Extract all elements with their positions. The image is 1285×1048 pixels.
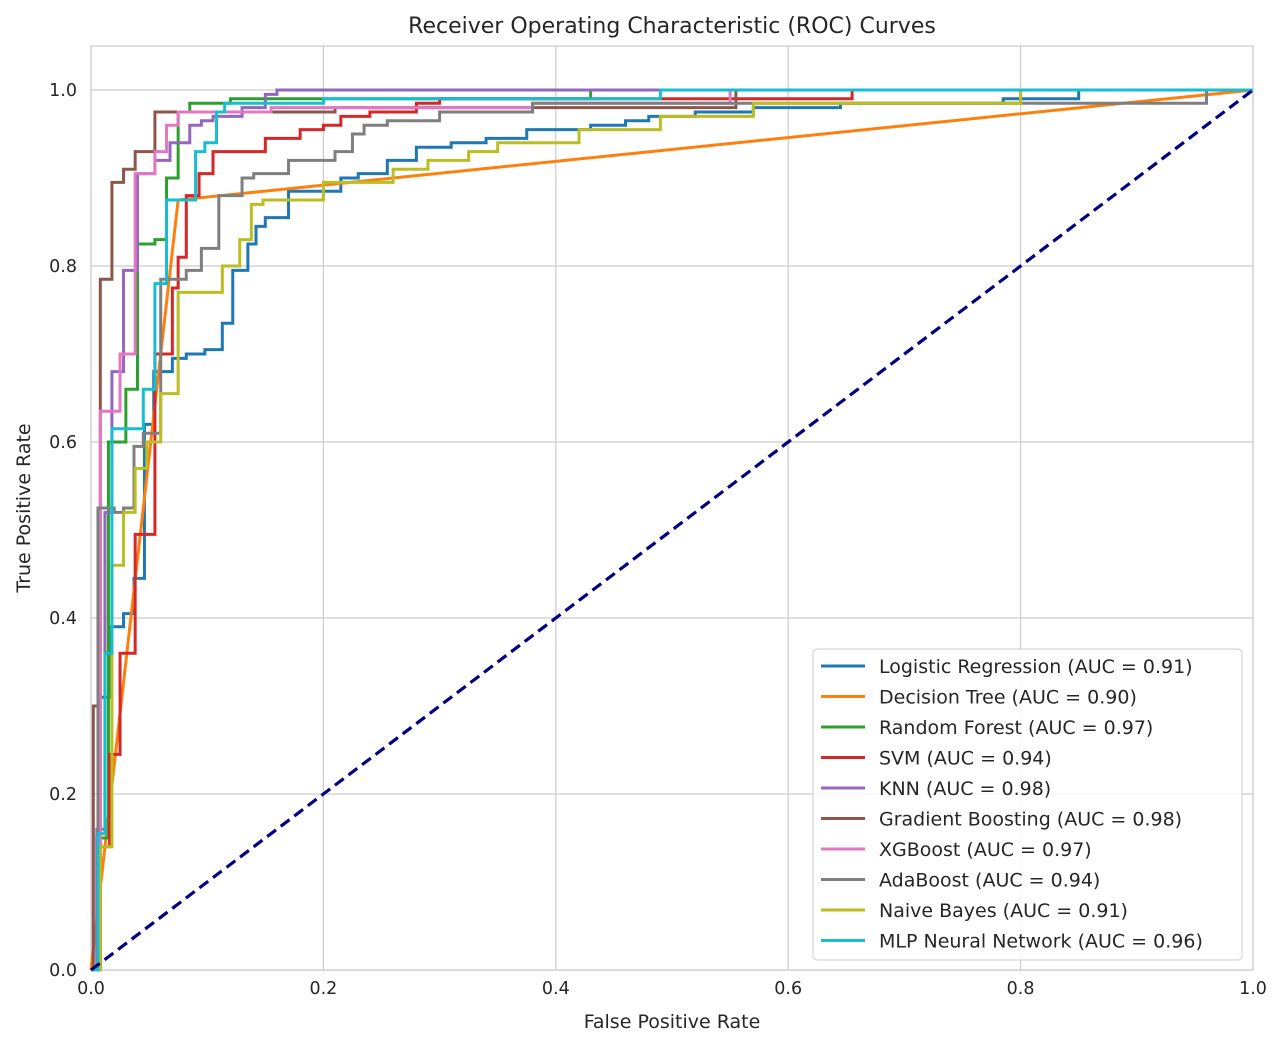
x-tick-label: 0.4 bbox=[542, 979, 570, 999]
legend-box bbox=[812, 648, 1243, 961]
plot-frame bbox=[90, 45, 1254, 971]
legend-label: AdaBoost (AUC = 0.94) bbox=[879, 870, 1100, 892]
legend-label: MLP Neural Network (AUC = 0.96) bbox=[879, 931, 1203, 953]
legend-label: KNN (AUC = 0.98) bbox=[879, 778, 1051, 800]
y-tick-label: 0.6 bbox=[49, 433, 77, 453]
x-tick-label: 1.0 bbox=[1239, 979, 1267, 999]
diagonal-reference-line bbox=[90, 88, 1254, 972]
y-tick-labels: 0.0 0.2 0.4 0.6 0.8 1.0 bbox=[49, 81, 77, 981]
y-tick-label: 0.0 bbox=[49, 961, 77, 981]
x-tick-label: 0.8 bbox=[1007, 979, 1035, 999]
x-tick-label: 0.6 bbox=[774, 979, 802, 999]
y-tick-label: 1.0 bbox=[49, 81, 77, 101]
chart-title: Receiver Operating Characteristic (ROC) … bbox=[408, 14, 936, 39]
y-tick-label: 0.4 bbox=[49, 609, 77, 629]
legend-label: XGBoost (AUC = 0.97) bbox=[879, 839, 1092, 861]
x-tick-label: 0.2 bbox=[309, 979, 337, 999]
legend: Logistic Regression (AUC = 0.91) Decision… bbox=[812, 648, 1243, 961]
y-axis-label: True Positive Rate bbox=[13, 423, 35, 593]
grid-lines bbox=[90, 46, 1254, 971]
x-axis-label: False Positive Rate bbox=[584, 1011, 761, 1033]
x-tick-labels: 0.0 0.2 0.4 0.6 0.8 1.0 bbox=[77, 979, 1267, 999]
legend-label: Decision Tree (AUC = 0.90) bbox=[879, 687, 1137, 709]
series-line-8 bbox=[91, 88, 1253, 972]
series-line-9 bbox=[91, 88, 1253, 972]
legend-label: Gradient Boosting (AUC = 0.98) bbox=[879, 809, 1182, 831]
series-layer bbox=[89, 88, 1254, 972]
series-line-7 bbox=[91, 88, 1253, 972]
y-tick-label: 0.2 bbox=[49, 785, 77, 805]
series-line-2 bbox=[91, 88, 1253, 972]
y-tick-label: 0.8 bbox=[49, 257, 77, 277]
legend-label: Random Forest (AUC = 0.97) bbox=[879, 717, 1153, 739]
legend-label: Logistic Regression (AUC = 0.91) bbox=[879, 656, 1193, 678]
legend-label: Naive Bayes (AUC = 0.91) bbox=[879, 900, 1128, 922]
series-line-3 bbox=[91, 88, 1253, 972]
x-tick-label: 0.0 bbox=[77, 979, 105, 999]
legend-label: SVM (AUC = 0.94) bbox=[879, 748, 1052, 770]
